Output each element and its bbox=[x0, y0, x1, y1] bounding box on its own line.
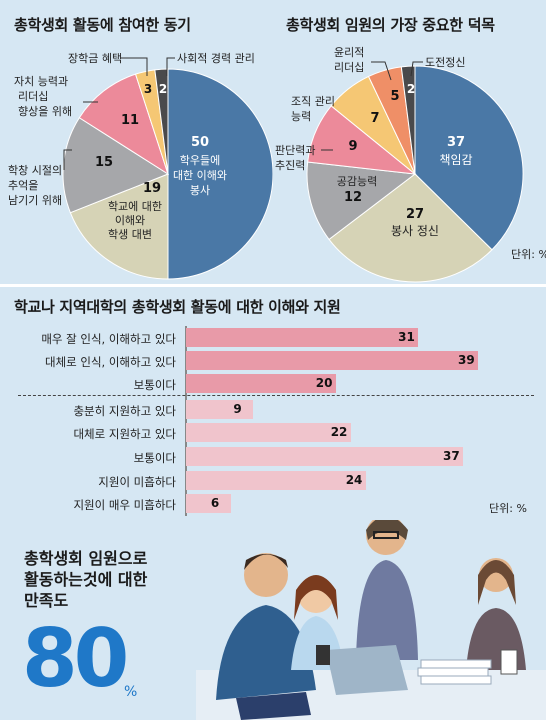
slice-value-27: 27 bbox=[406, 207, 424, 222]
slice-value-9: 9 bbox=[348, 139, 357, 154]
bar-row: 보통이다 37 bbox=[14, 446, 534, 468]
satisfaction-unit: % bbox=[124, 684, 138, 700]
satisfaction-title: 총학생회 임원으로 활동하는것에 대한 만족도 bbox=[24, 548, 147, 611]
group-separator bbox=[18, 395, 534, 396]
bar-category-label: 매우 잘 인식, 이해하고 있다 bbox=[41, 332, 176, 346]
bar-value-label: 37 bbox=[443, 449, 460, 463]
satisfaction-line-1: 총학생회 임원으로 bbox=[24, 549, 148, 568]
bar bbox=[186, 423, 351, 442]
slice-label-50b: 대한 이해와 bbox=[173, 168, 227, 182]
slice-value-5: 5 bbox=[390, 89, 399, 104]
slice-label-12: 공감능력 bbox=[337, 175, 377, 188]
slice-label-27: 봉사 정신 bbox=[391, 224, 439, 238]
outer-label-leadership-3: 향상을 위해 bbox=[18, 104, 72, 118]
students-illustration bbox=[196, 520, 546, 720]
motivation-slice-5 bbox=[154, 68, 169, 175]
bar bbox=[186, 328, 419, 347]
bar-row: 지원이 매우 미흡하다 6 bbox=[14, 493, 534, 515]
virtue-chart-title: 총학생회 임원의 가장 중요한 덕목 bbox=[286, 16, 495, 34]
bar-row: 지원이 미흡하다 24 bbox=[14, 470, 534, 492]
motivation-chart-title: 총학생회 활동에 참여한 동기 bbox=[14, 16, 191, 34]
outer-label-leadership-1: 자치 능력과 bbox=[14, 75, 68, 88]
bar-row: 대체로 인식, 이해하고 있다 39 bbox=[14, 350, 534, 372]
bar-value-label: 39 bbox=[458, 353, 475, 367]
satisfaction-line-2: 활동하는것에 대한 bbox=[24, 570, 148, 589]
bar-value-label: 22 bbox=[330, 425, 348, 439]
outer-label-ethic-2: 리더십 bbox=[334, 61, 364, 74]
outer-label-memory-1: 학창 시절의 bbox=[8, 164, 62, 177]
satisfaction-value: 80 bbox=[22, 612, 129, 705]
motivation-slice-3 bbox=[78, 73, 169, 176]
bar bbox=[186, 400, 254, 419]
bar-category-label: 보통이다 bbox=[133, 451, 176, 465]
bar-value-label: 6 bbox=[210, 496, 220, 510]
slice-label-37: 책임감 bbox=[439, 152, 472, 167]
outer-label-org-1: 조직 관리 bbox=[291, 95, 335, 108]
outer-label-memory-3: 남기기 위해 bbox=[8, 193, 62, 207]
bar-value-label: 20 bbox=[315, 376, 333, 390]
motivation-slice-1 bbox=[69, 173, 169, 280]
motivation-slice-2 bbox=[62, 117, 170, 214]
outer-label-challenge: 도전정신 bbox=[425, 56, 465, 69]
satisfaction-line-3: 만족도 bbox=[24, 591, 69, 610]
virtue-slice-6 bbox=[400, 65, 416, 175]
slice-label-50c: 봉사 bbox=[190, 184, 210, 197]
slice-value-2b: 2 bbox=[407, 82, 415, 96]
virtue-unit: 단위: % bbox=[511, 248, 546, 261]
bar-row: 충분히 지원하고 있다 9 bbox=[14, 399, 534, 421]
bar-category-label: 대체로 인식, 이해하고 있다 bbox=[44, 355, 176, 369]
outer-label-career: 사회적 경력 관리 bbox=[177, 52, 255, 65]
virtue-slice-0 bbox=[414, 65, 524, 251]
slice-label-19a: 학교에 대한 bbox=[108, 200, 162, 213]
section-divider bbox=[0, 284, 546, 287]
bar-value-label: 24 bbox=[345, 473, 363, 487]
bar bbox=[186, 351, 478, 370]
bar-value-label: 9 bbox=[233, 402, 242, 416]
bar-category-label: 충분히 지원하고 있다 bbox=[73, 404, 176, 418]
bar bbox=[186, 374, 336, 393]
support-unit: 단위: % bbox=[489, 502, 527, 515]
virtue-slice-2 bbox=[306, 161, 417, 241]
outer-label-memory-2: 추억을 bbox=[8, 179, 38, 192]
bar-row: 매우 잘 인식, 이해하고 있다 31 bbox=[14, 327, 534, 349]
slice-value-37: 37 bbox=[447, 135, 465, 150]
bar-axis bbox=[185, 326, 187, 516]
bar-value-label: 31 bbox=[398, 330, 415, 344]
support-chart-title: 학교나 지역대학의 총학생회 활동에 대한 이해와 지원 bbox=[14, 298, 341, 316]
slice-value-50: 50 bbox=[191, 135, 209, 150]
outer-label-leadership-2: 리더십 bbox=[18, 90, 48, 103]
slice-label-19c: 학생 대변 bbox=[108, 228, 152, 241]
slice-value-2: 2 bbox=[159, 82, 167, 96]
slice-value-19: 19 bbox=[143, 181, 161, 196]
virtue-pie-chart: 37 책임감 27 봉사 정신 공감능력 12 9 7 5 2 윤리적 리더십 … bbox=[275, 46, 546, 283]
slice-value-15: 15 bbox=[95, 155, 113, 170]
slice-label-50a: 학우들에 bbox=[180, 154, 220, 167]
bar-row: 보통이다 20 bbox=[14, 373, 534, 395]
bar-category-label: 대체로 지원하고 있다 bbox=[73, 427, 176, 441]
outer-label-judge-1: 판단력과 bbox=[275, 144, 315, 157]
bar-category-label: 보통이다 bbox=[133, 378, 176, 392]
slice-label-19b: 이해와 bbox=[115, 213, 145, 227]
bar-category-label: 지원이 매우 미흡하다 bbox=[73, 498, 176, 512]
virtue-slice-1 bbox=[328, 173, 493, 283]
outer-label-judge-2: 추진력 bbox=[275, 159, 305, 172]
slice-value-12: 12 bbox=[344, 190, 362, 205]
slice-value-3: 3 bbox=[144, 82, 152, 96]
outer-label-ethic-1: 윤리적 bbox=[334, 46, 364, 59]
bar-category-label: 지원이 미흡하다 bbox=[98, 475, 176, 489]
outer-label-scholarship: 장학금 혜택 bbox=[68, 52, 122, 65]
motivation-slice-0 bbox=[167, 68, 273, 280]
bar bbox=[186, 447, 464, 466]
slice-value-7: 7 bbox=[370, 111, 379, 126]
bar-row: 대체로 지원하고 있다 22 bbox=[14, 422, 534, 444]
motivation-pie-chart: 50 학우들에 대한 이해와 봉사 19 학교에 대한 이해와 학생 대변 15… bbox=[8, 52, 273, 280]
bar bbox=[186, 471, 366, 490]
bar bbox=[186, 494, 231, 513]
outer-label-org-2: 능력 bbox=[291, 110, 311, 123]
slice-value-11: 11 bbox=[121, 113, 139, 128]
